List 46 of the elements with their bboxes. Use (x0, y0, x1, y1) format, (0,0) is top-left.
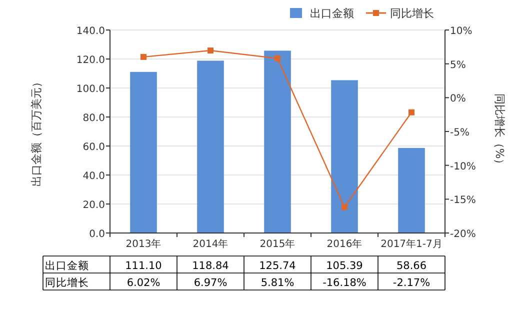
point (140, 54, 146, 60)
point (274, 55, 280, 62)
y2-axis-title: 同比增长（%） (493, 93, 506, 170)
data-label: 105.39 (326, 260, 363, 272)
point (208, 48, 214, 54)
data-label: 118.84 (192, 260, 230, 272)
data-label: 111.10 (125, 260, 162, 272)
y2-tick-label: -5% (450, 128, 470, 138)
y-tick-label: 100.0 (76, 84, 105, 95)
point (408, 109, 414, 116)
data-label: 58.66 (396, 260, 427, 272)
y2-tick-label: 10% (450, 26, 472, 37)
text: 出口金额 (45, 260, 89, 272)
bar (398, 148, 425, 233)
y2-tick-label: -20% (450, 229, 476, 240)
bar (130, 72, 157, 233)
bar (264, 50, 291, 233)
bar (197, 60, 224, 233)
data-label: 6.97% (194, 277, 228, 289)
y-tick-label: 120.0 (76, 55, 105, 66)
y2-tick-label: 5% (450, 60, 466, 71)
y-tick-label: 140.0 (76, 26, 105, 37)
x-tick-label: 2015年 (260, 238, 296, 250)
bar (331, 80, 358, 233)
point (342, 204, 348, 210)
data-label: 125.74 (259, 260, 296, 272)
y2-tick-label: 0% (450, 94, 466, 105)
x-tick-label: 2014年 (192, 238, 228, 250)
y2-tick-label: -10% (450, 161, 476, 172)
x-tick-label: 2016年 (326, 238, 362, 250)
y-axis-title: 出口金额（百万美元） (30, 76, 43, 186)
data-label: -2.17% (392, 277, 430, 289)
text: 同比增长 (45, 277, 89, 289)
x-tick-label: 2017年1-7月 (380, 238, 442, 250)
data-label: 6.02% (126, 277, 160, 289)
y-tick-label: 40.0 (82, 171, 105, 182)
legend-label: 同比增长 (390, 7, 434, 20)
y2-tick-label: -15% (450, 195, 476, 206)
data-label: -16.18% (322, 277, 366, 289)
y-tick-label: 20.0 (82, 200, 105, 211)
x-tick-label: 2013年 (126, 238, 162, 250)
y-tick-label: 0.0 (89, 229, 105, 240)
legend-label: 出口金额 (310, 7, 354, 20)
y-tick-label: 80.0 (82, 113, 105, 124)
y-tick-label: 60.0 (82, 142, 105, 153)
data-label: 5.81% (260, 277, 294, 289)
